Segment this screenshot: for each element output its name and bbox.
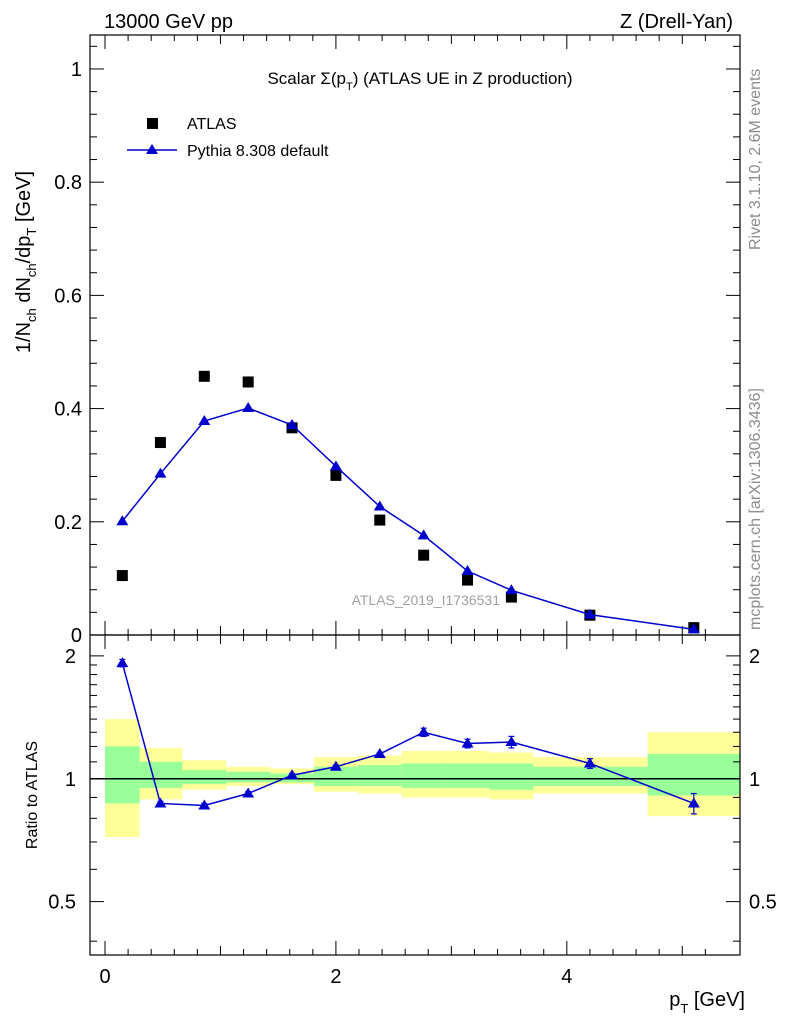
ratio-y-tick-label: 0.5 <box>48 892 76 914</box>
ratio-point <box>116 657 129 668</box>
main-y-tick-label: 1 <box>71 59 82 81</box>
ratio-point <box>242 787 255 798</box>
ratio-point <box>373 747 386 758</box>
atlas-point <box>505 591 517 603</box>
ratio-point <box>461 737 474 748</box>
ratio-y-tick-label-right: 2 <box>749 646 760 668</box>
main-y-tick-label: 0.4 <box>54 399 82 421</box>
atlas-point <box>116 570 128 582</box>
band-green-bin <box>139 761 183 788</box>
main-title: Scalar Σ(pT) (ATLAS UE in Z production) <box>267 69 572 93</box>
pythia-point <box>329 460 342 471</box>
main-y-tick-label: 0 <box>71 625 82 647</box>
band-green-bin <box>445 763 490 788</box>
x-axis-label: pT [GeV] <box>669 989 745 1016</box>
legend-marker-atlas <box>147 118 158 129</box>
ratio-point <box>329 760 342 771</box>
pythia-point <box>687 623 700 634</box>
main-y-tick-label: 0.8 <box>54 172 82 194</box>
pythia-point <box>505 584 518 595</box>
header-right: Z (Drell-Yan) <box>620 11 733 33</box>
atlas-point <box>198 370 210 382</box>
band-green-bin <box>226 771 271 783</box>
band-green-bin <box>105 746 140 804</box>
ratio-y-tick-label: 2 <box>65 646 76 668</box>
ratio-point <box>154 797 167 808</box>
ratio-line <box>121 662 695 807</box>
ratio-point <box>286 769 299 780</box>
x-tick-label: 4 <box>561 966 572 988</box>
atlas-point <box>330 469 342 481</box>
ratio-panel: Ratio to ATLAS pT [GeV] 0 2 4 0.5 0.5 1 1 2 2 <box>24 634 777 1016</box>
x-tick-label: 0 <box>99 966 110 988</box>
main-panel: Scalar Σ(pT) (ATLAS UE in Z production) … <box>13 34 741 647</box>
atlas-point <box>154 437 166 449</box>
pythia-point <box>373 500 386 511</box>
atlas-point <box>462 574 474 586</box>
pythia-point <box>198 415 211 426</box>
pythia-point <box>242 402 255 413</box>
pythia-point <box>154 467 167 478</box>
pythia-point <box>286 419 299 429</box>
ratio-frame <box>89 634 741 956</box>
ratio-point <box>687 797 700 808</box>
band-green-bin <box>533 766 648 786</box>
band-green-bin <box>489 763 534 790</box>
atlas-point <box>418 549 430 561</box>
legend-label-pythia: Pythia 8.308 default <box>187 143 329 160</box>
rivet-label: Rivet 3.1.10, 2.6M events <box>747 69 764 250</box>
main-y-axis-label: 1/Nch dNch/dpT [GeV] <box>13 171 39 353</box>
x-tick-label: 2 <box>330 966 341 988</box>
ratio-point <box>583 757 596 768</box>
header-left: 13000 GeV pp <box>104 11 233 33</box>
ratio-y-tick-label-right: 0.5 <box>749 892 777 914</box>
ratio-y-tick-label: 1 <box>65 769 76 791</box>
band-green-bin <box>313 766 358 786</box>
pythia-line <box>121 407 694 631</box>
main-y-tick-label: 0.2 <box>54 512 82 534</box>
pythia-point <box>417 529 430 540</box>
ratio-point <box>417 726 430 737</box>
atlas-point <box>374 514 386 526</box>
legend-marker-pythia <box>146 144 158 154</box>
band-green-bin <box>357 765 402 786</box>
ratio-y-tick-label-right: 1 <box>749 769 760 791</box>
mcplots-label: mcplots.cern.ch [arXiv:1306.3436] <box>747 388 764 630</box>
band-green-bin <box>182 770 227 785</box>
pythia-point <box>461 565 474 576</box>
legend-label-atlas: ATLAS <box>187 116 237 133</box>
atlas-point <box>242 376 254 388</box>
main-y-tick-label: 0.6 <box>54 285 82 307</box>
band-green-bin <box>647 753 740 796</box>
pythia-point <box>583 608 596 619</box>
watermark: ATLAS_2019_I1736531 <box>352 592 501 608</box>
ratio-point <box>505 736 518 747</box>
ratio-point <box>198 799 211 810</box>
pythia-point <box>116 515 129 526</box>
legend: ATLAS Pythia 8.308 default <box>127 116 329 160</box>
band-green-bin <box>401 763 446 788</box>
ratio-y-axis-label: Ratio to ATLAS <box>24 741 41 849</box>
